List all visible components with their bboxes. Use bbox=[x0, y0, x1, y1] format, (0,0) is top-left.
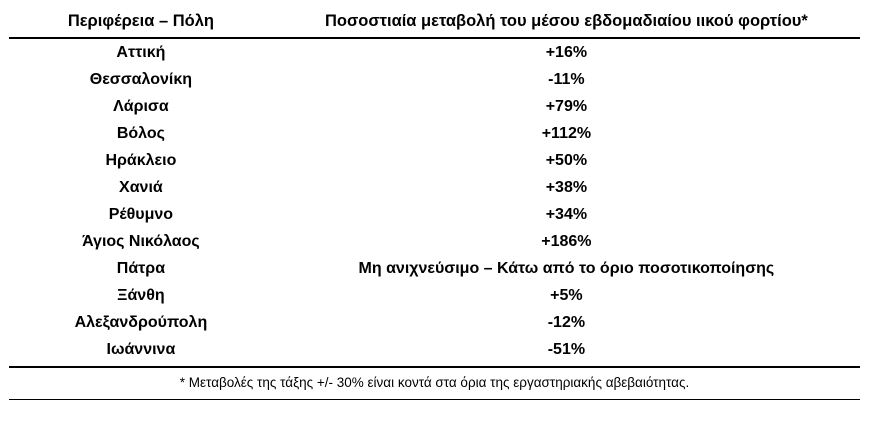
change-cell: +79% bbox=[545, 98, 588, 116]
table-row: Χανιά +38% bbox=[9, 174, 860, 201]
change-cell: -12% bbox=[547, 314, 586, 332]
region-cell: Πάτρα bbox=[116, 260, 166, 278]
table-row: Θεσσαλονίκη -11% bbox=[9, 66, 860, 93]
viral-load-table: Περιφέρεια – Πόλη Ποσοστιαία μεταβολή το… bbox=[9, 5, 860, 369]
table-row: Λάρισα +79% bbox=[9, 93, 860, 120]
change-cell: +112% bbox=[541, 125, 592, 143]
table-header: Περιφέρεια – Πόλη Ποσοστιαία μεταβολή το… bbox=[9, 5, 860, 40]
document-page: Περιφέρεια – Πόλη Ποσοστιαία μεταβολή το… bbox=[9, 5, 860, 401]
region-cell: Θεσσαλονίκη bbox=[89, 71, 193, 89]
table-row: Άγιος Νικόλαος +186% bbox=[9, 228, 860, 255]
change-cell: +186% bbox=[541, 233, 592, 251]
change-cell: +38% bbox=[545, 179, 588, 197]
region-column-header: Περιφέρεια – Πόλη bbox=[9, 5, 273, 40]
region-cell: Αλεξανδρούπολη bbox=[74, 314, 208, 332]
table-row: Ηράκλειο +50% bbox=[9, 147, 860, 174]
region-cell: Άγιος Νικόλαος bbox=[82, 233, 200, 251]
change-cell: +50% bbox=[545, 152, 588, 170]
table-row: Ρέθυμνο +34% bbox=[9, 201, 860, 228]
region-cell: Ηράκλειο bbox=[105, 152, 177, 170]
table-row: Ιωάννινα -51% bbox=[9, 336, 860, 369]
table-body: Αττική +16% Θεσσαλονίκη -11% Λάρισα +79% Βόλος… bbox=[9, 38, 860, 369]
change-column-header-text: Ποσοστιαία μεταβολή του μέσου εβδομαδιαί… bbox=[324, 12, 808, 30]
region-cell: Λάρισα bbox=[113, 98, 169, 116]
region-cell: Αττική bbox=[116, 44, 166, 62]
table-row: Αττική +16% bbox=[9, 38, 860, 66]
region-cell: Ιωάννινα bbox=[9, 336, 273, 369]
region-cell: Ξάνθη bbox=[117, 287, 165, 305]
change-cell: -51% bbox=[272, 336, 860, 369]
region-cell: Βόλος bbox=[116, 125, 165, 143]
header-row: Περιφέρεια – Πόλη Ποσοστιαία μεταβολή το… bbox=[9, 5, 860, 40]
table-row: Βόλος +112% bbox=[9, 120, 860, 147]
change-cell: +34% bbox=[545, 206, 588, 224]
table-row: Ξάνθη +5% bbox=[9, 282, 860, 309]
table-row: Πάτρα Μη ανιχνεύσιμο – Κάτω από το όριο π… bbox=[9, 255, 860, 282]
change-cell: Μη ανιχνεύσιμο – Κάτω από το όριο ποσοτι… bbox=[358, 260, 775, 278]
change-cell: -11% bbox=[548, 71, 585, 89]
table-footnote: * Μεταβολές της τάξης +/- 30% είναι κοντ… bbox=[9, 368, 860, 401]
change-cell: +16% bbox=[545, 44, 588, 62]
change-column-header: Ποσοστιαία μεταβολή του μέσου εβδομαδιαί… bbox=[272, 5, 860, 40]
region-cell: Χανιά bbox=[119, 179, 163, 197]
table-row: Αλεξανδρούπολη -12% bbox=[9, 309, 860, 336]
change-cell: +5% bbox=[550, 287, 583, 305]
region-cell: Ρέθυμνο bbox=[108, 206, 174, 224]
